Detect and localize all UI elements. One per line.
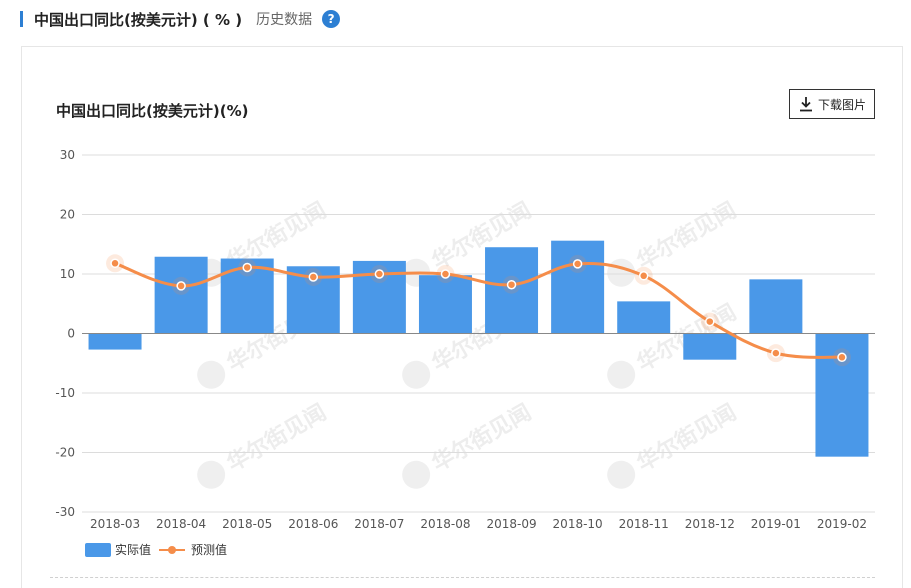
watermark-logo-icon — [607, 460, 636, 489]
y-tick-label: 0 — [67, 327, 75, 341]
forecast-point[interactable] — [837, 352, 847, 363]
x-tick-label: 2018-05 — [222, 517, 272, 531]
section-header: 中国出口同比(按美元计) ( % ) 历史数据 ? — [20, 8, 341, 30]
forecast-point[interactable] — [638, 271, 649, 281]
x-tick-label: 2019-01 — [751, 517, 801, 531]
watermark-text: 华尔街见闻 — [427, 399, 535, 477]
x-tick-label: 2018-10 — [553, 517, 603, 531]
gridlines — [82, 154, 875, 513]
bar[interactable] — [88, 333, 142, 350]
legend-bar-label: 实际值 — [115, 542, 151, 557]
x-tick-label: 2018-04 — [156, 517, 206, 531]
x-tick-label: 2018-06 — [288, 517, 338, 531]
forecast-point[interactable] — [176, 281, 186, 291]
forecast-point[interactable] — [308, 272, 319, 282]
y-tick-labels: 30 20 10 0 -10 -20 -30 — [55, 148, 75, 519]
x-tick-label: 2018-03 — [90, 517, 140, 531]
legend-bar-swatch — [85, 543, 111, 557]
forecast-point[interactable] — [110, 258, 120, 269]
x-tick-label: 2018-12 — [685, 517, 735, 531]
download-image-button[interactable]: 下载图片 — [789, 89, 875, 119]
line-series — [106, 254, 851, 367]
bar[interactable] — [418, 275, 472, 334]
bottom-divider — [50, 577, 875, 578]
legend: 实际值 预测值 — [85, 542, 227, 557]
bar[interactable] — [749, 279, 803, 334]
forecast-point[interactable] — [705, 316, 715, 327]
forecast-point[interactable] — [440, 269, 451, 279]
y-tick-label: 30 — [60, 148, 75, 162]
bar[interactable] — [154, 256, 208, 334]
forecast-line — [114, 261, 843, 359]
x-tick-label: 2018-08 — [420, 517, 470, 531]
section-accent-bar — [20, 11, 23, 27]
watermark: 华尔街见闻 — [402, 399, 536, 489]
forecast-point[interactable] — [506, 279, 517, 290]
watermark-logo-icon — [607, 360, 636, 389]
help-icon[interactable]: ? — [322, 10, 341, 28]
history-data-link[interactable]: 历史数据 — [256, 12, 313, 28]
watermark-logo-icon — [197, 460, 226, 489]
y-tick-label: 20 — [60, 208, 75, 222]
x-tick-label: 2019-02 — [817, 517, 867, 531]
watermark-text: 华尔街见闻 — [632, 197, 740, 275]
x-tick-labels: 2018-03 2018-04 2018-05 2018-06 2018-07 2018-… — [90, 517, 867, 531]
watermark-text: 华尔街见闻 — [222, 399, 330, 477]
y-tick-label: -30 — [55, 505, 75, 519]
bar[interactable] — [617, 301, 671, 334]
x-tick-label: 2018-11 — [619, 517, 669, 531]
x-tick-label: 2018-09 — [486, 517, 536, 531]
watermark-logo-icon — [402, 460, 431, 489]
watermark-text: 华尔街见闻 — [632, 399, 740, 477]
forecast-point[interactable] — [374, 269, 385, 279]
section-title: 中国出口同比(按美元计) ( % ) — [34, 10, 243, 29]
y-tick-label: -10 — [55, 386, 75, 400]
legend-line-label: 预测值 — [191, 542, 227, 557]
download-button-label: 下载图片 — [817, 97, 866, 112]
y-tick-label: -20 — [55, 446, 75, 460]
watermark-logo-icon — [402, 360, 431, 389]
watermark-logo-icon — [197, 360, 226, 389]
watermark: 华尔街见闻 — [197, 399, 331, 489]
forecast-point[interactable] — [242, 262, 252, 273]
watermark: 华尔街见闻 — [607, 399, 741, 489]
chart-title: 中国出口同比(按美元计)(%) — [56, 102, 249, 120]
bar[interactable] — [683, 333, 737, 360]
bar[interactable] — [485, 247, 539, 334]
legend-line-marker — [168, 546, 176, 554]
forecast-point[interactable] — [572, 259, 583, 269]
x-tick-label: 2018-07 — [354, 517, 404, 531]
y-tick-label: 10 — [60, 267, 75, 281]
bar[interactable] — [551, 240, 605, 334]
watermark: 华尔街见闻 — [607, 197, 741, 287]
forecast-point[interactable] — [771, 348, 781, 358]
download-icon — [799, 97, 812, 112]
